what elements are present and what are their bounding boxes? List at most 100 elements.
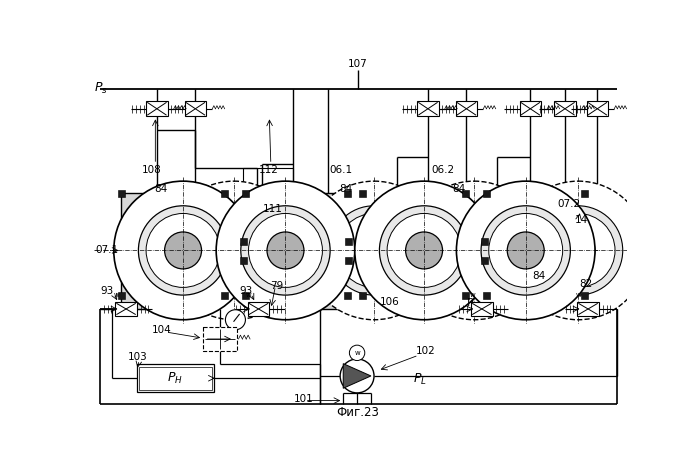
Text: 104: 104 <box>152 325 172 335</box>
Circle shape <box>533 206 623 295</box>
Text: 102: 102 <box>416 345 435 355</box>
Text: 111: 111 <box>262 204 282 214</box>
Text: $P_H$: $P_H$ <box>168 371 183 386</box>
Circle shape <box>197 213 271 287</box>
Bar <box>236 203 335 300</box>
Circle shape <box>216 181 355 320</box>
Bar <box>554 101 576 117</box>
Bar <box>122 194 245 309</box>
Circle shape <box>146 213 220 287</box>
Bar <box>581 292 588 299</box>
Circle shape <box>217 234 251 267</box>
Bar <box>139 367 212 390</box>
Bar <box>417 101 439 117</box>
Circle shape <box>380 206 469 295</box>
Bar <box>345 257 352 264</box>
Text: 84: 84 <box>154 184 168 194</box>
Text: 84: 84 <box>533 271 546 281</box>
Text: 06.1: 06.1 <box>329 165 352 175</box>
Text: 06.2: 06.2 <box>432 165 455 175</box>
Circle shape <box>241 206 330 295</box>
Bar <box>359 292 366 299</box>
Text: 106: 106 <box>380 297 400 307</box>
Text: 112: 112 <box>259 165 278 175</box>
Circle shape <box>357 234 391 267</box>
Circle shape <box>337 213 411 287</box>
Text: 107: 107 <box>348 59 368 69</box>
Text: $P_s$: $P_s$ <box>94 81 108 96</box>
Circle shape <box>437 213 511 287</box>
Circle shape <box>481 206 570 295</box>
Circle shape <box>561 234 595 267</box>
Text: w: w <box>354 350 360 356</box>
Circle shape <box>340 359 374 393</box>
Bar <box>471 302 493 316</box>
Bar <box>224 194 347 309</box>
Circle shape <box>249 213 322 287</box>
Circle shape <box>225 310 245 330</box>
Bar <box>359 190 366 197</box>
Bar <box>118 190 125 197</box>
Bar <box>462 292 469 299</box>
Bar <box>344 190 351 197</box>
Polygon shape <box>343 364 371 388</box>
Text: 14: 14 <box>575 215 589 225</box>
Circle shape <box>355 181 493 320</box>
Circle shape <box>387 213 461 287</box>
Text: 103: 103 <box>128 352 147 362</box>
Circle shape <box>489 213 563 287</box>
Bar <box>482 292 489 299</box>
Bar <box>221 292 228 299</box>
Bar <box>481 238 488 245</box>
Bar <box>146 101 168 117</box>
Bar <box>577 302 599 316</box>
Bar <box>240 257 247 264</box>
Text: Фиг.23: Фиг.23 <box>336 406 380 419</box>
Text: 07.1: 07.1 <box>95 245 118 255</box>
Bar <box>115 302 137 316</box>
Bar <box>465 194 584 309</box>
Text: 79: 79 <box>270 281 283 291</box>
Circle shape <box>164 232 201 269</box>
Bar <box>482 190 489 197</box>
Circle shape <box>114 181 252 320</box>
Circle shape <box>405 232 442 269</box>
Text: $P_L$: $P_L$ <box>412 372 426 387</box>
Text: 108: 108 <box>141 165 161 175</box>
Bar <box>375 203 473 300</box>
Circle shape <box>457 234 491 267</box>
Bar <box>242 190 249 197</box>
Text: w: w <box>576 292 582 298</box>
Bar <box>363 194 486 309</box>
Circle shape <box>267 232 304 269</box>
Bar <box>221 190 228 197</box>
Text: 101: 101 <box>294 394 314 404</box>
Text: 07.2: 07.2 <box>557 199 580 209</box>
Bar <box>242 292 249 299</box>
Circle shape <box>507 232 545 269</box>
Bar <box>345 238 352 245</box>
Text: 84: 84 <box>452 184 466 194</box>
Circle shape <box>164 181 303 320</box>
Circle shape <box>405 181 543 320</box>
Circle shape <box>305 181 443 320</box>
Circle shape <box>541 213 615 287</box>
Bar <box>247 302 269 316</box>
Text: w: w <box>470 292 475 298</box>
Bar <box>519 101 541 117</box>
Bar <box>581 190 588 197</box>
Text: w: w <box>114 292 120 298</box>
Text: 93: 93 <box>239 286 252 296</box>
Bar <box>203 328 237 351</box>
Bar <box>134 203 232 300</box>
Text: 84: 84 <box>340 184 352 194</box>
Circle shape <box>509 181 647 320</box>
Circle shape <box>189 206 278 295</box>
Circle shape <box>329 206 419 295</box>
Bar <box>456 101 477 117</box>
Bar <box>586 101 608 117</box>
Bar <box>118 292 125 299</box>
Bar <box>185 101 206 117</box>
Text: P: P <box>466 298 473 308</box>
Text: 93: 93 <box>100 286 113 296</box>
